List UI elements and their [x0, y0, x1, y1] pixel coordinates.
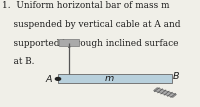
Text: $m$: $m$	[104, 74, 114, 83]
Bar	[59, 39, 79, 46]
Text: $A$: $A$	[45, 73, 53, 84]
Text: $B$: $B$	[172, 70, 180, 81]
Text: at B.: at B.	[2, 57, 35, 66]
Polygon shape	[154, 88, 176, 97]
Circle shape	[55, 77, 61, 80]
Text: supported by rough inclined surface: supported by rough inclined surface	[2, 39, 179, 48]
Text: 1.  Uniform horizontal bar of mass m: 1. Uniform horizontal bar of mass m	[2, 1, 170, 10]
Bar	[58, 74, 172, 83]
Text: suspended by vertical cable at A and: suspended by vertical cable at A and	[2, 20, 180, 29]
